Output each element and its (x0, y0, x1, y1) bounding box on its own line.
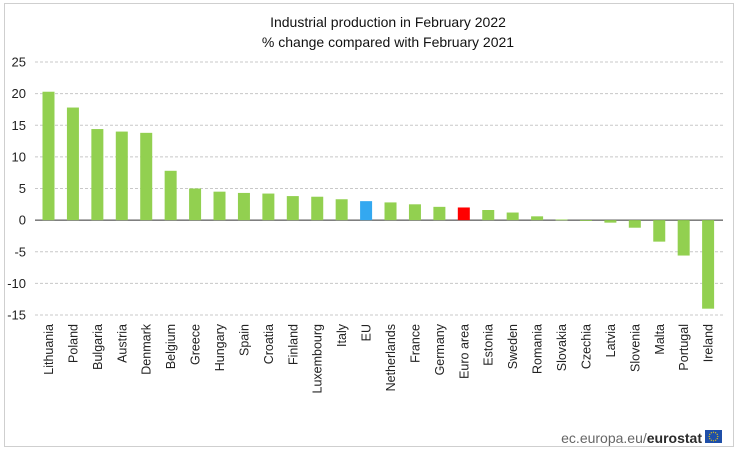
x-category-label: Lithuania (42, 324, 56, 375)
chart-frame: Industrial production in February 2022 %… (4, 3, 734, 447)
x-axis-labels: Lithuania Poland Bulgaria Austria Denmark Bel… (42, 323, 716, 393)
bar-austria (115, 131, 128, 221)
bar-portugal (677, 220, 690, 256)
x-category-label: France (408, 324, 422, 363)
chart-subtitle: % change compared with February 2021 (262, 34, 514, 50)
bar-chart: Industrial production in February 2022 %… (7, 14, 723, 446)
x-category-label: Poland (66, 324, 80, 363)
y-axis-ticks: 25 20 15 10 5 0 -5 -10 -15 (7, 55, 26, 323)
flag-star-icon (717, 435, 719, 438)
eu-flag-icon (705, 430, 722, 443)
x-category-label: Croatia (262, 324, 276, 364)
bar-germany (433, 206, 446, 221)
x-category-label: Czechia (579, 324, 593, 369)
x-category-label: Italy (335, 323, 349, 347)
x-category-label: Slovakia (555, 324, 569, 371)
bar-france (408, 204, 421, 221)
flag-star-icon (709, 438, 711, 440)
bar-croatia (262, 193, 275, 221)
x-category-label: Belgium (164, 324, 178, 369)
flag-star-icon (710, 432, 712, 434)
bar-belgium (164, 170, 177, 221)
x-category-label: Spain (237, 324, 251, 356)
footer-brand: eurostat (647, 430, 703, 446)
x-category-label: Austria (115, 324, 129, 363)
bar-czechia (579, 220, 592, 221)
bar-sweden (506, 212, 519, 221)
bar-eu (360, 201, 373, 221)
bar-estonia (482, 210, 495, 221)
y-tick-label: 0 (19, 213, 26, 228)
x-category-label: Portugal (677, 324, 691, 371)
flag-star-icon (708, 435, 710, 438)
gridlines (35, 61, 723, 316)
footer-source: ec.europa.eu/eurostat (561, 430, 702, 446)
bar-greece (189, 188, 202, 221)
y-tick-label: -10 (7, 276, 26, 291)
x-category-label: Slovenia (628, 324, 642, 372)
flag-star-icon (715, 439, 717, 441)
bar-netherlands (384, 202, 397, 221)
y-tick-label: 15 (12, 118, 26, 133)
bar-slovakia (555, 219, 568, 221)
bar-denmark (140, 132, 153, 221)
x-category-label: Latvia (604, 324, 618, 357)
footer: ec.europa.eu/eurostat (561, 430, 722, 446)
bar-luxembourg (311, 196, 324, 221)
flag-star-icon (715, 432, 717, 434)
x-category-label: Luxembourg (311, 324, 325, 394)
x-category-label: Denmark (140, 323, 154, 374)
x-category-label: Netherlands (384, 324, 398, 391)
y-tick-label: 25 (12, 55, 26, 70)
y-tick-label: 10 (12, 149, 26, 164)
x-category-label: Greece (189, 324, 203, 365)
x-category-label: Bulgaria (91, 324, 105, 370)
flag-star-icon (710, 439, 712, 441)
y-tick-label: 20 (12, 86, 26, 101)
bar-euro-area (457, 207, 470, 221)
x-category-label: Malta (653, 324, 667, 355)
x-category-label: Hungary (213, 323, 227, 371)
flag-star-icon (712, 431, 715, 433)
x-category-label: Euro area (457, 324, 471, 379)
bar-poland (66, 107, 79, 221)
y-tick-label: 5 (19, 181, 26, 196)
x-category-label: Finland (286, 324, 300, 365)
flag-star-icon (716, 438, 718, 440)
x-category-label: Sweden (506, 324, 520, 369)
chart-title: Industrial production in February 2022 (270, 14, 506, 30)
x-category-label: Romania (531, 324, 545, 374)
bar-malta (653, 220, 666, 242)
footer-url: ec.europa.eu/ (561, 430, 647, 446)
bar-bulgaria (91, 129, 104, 221)
bar-romania (531, 216, 544, 221)
bar-finland (286, 196, 299, 221)
bar-latvia (604, 220, 617, 223)
flag-star-icon (716, 433, 718, 435)
x-category-label: Ireland (702, 324, 716, 362)
x-category-label: EU (360, 324, 374, 341)
bars (42, 91, 715, 309)
x-category-label: Germany (433, 323, 447, 375)
y-tick-label: -15 (7, 308, 26, 323)
bar-ireland (702, 220, 715, 309)
bar-spain (237, 192, 250, 221)
bar-lithuania (42, 91, 55, 221)
flag-star-icon (712, 440, 715, 442)
bar-slovenia (628, 220, 641, 228)
flag-star-icon (709, 433, 711, 435)
bar-hungary (213, 191, 226, 221)
y-tick-label: -5 (14, 244, 26, 259)
x-category-label: Estonia (482, 324, 496, 366)
bar-italy (335, 199, 348, 221)
